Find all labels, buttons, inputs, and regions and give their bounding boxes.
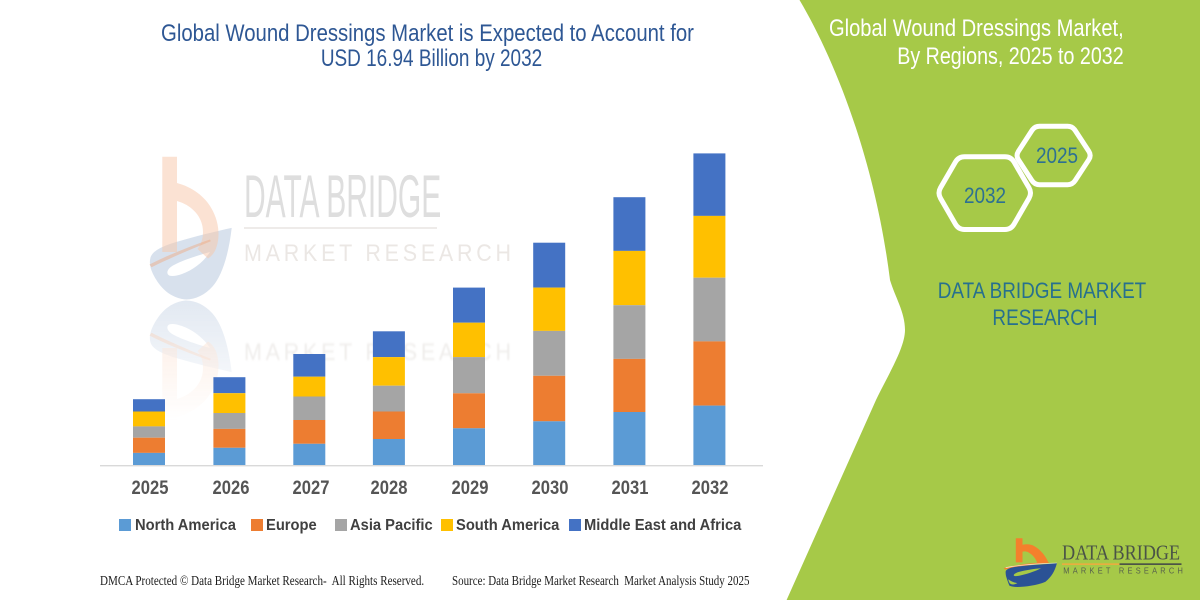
svg-text:DATA BRIDGE: DATA BRIDGE [1062, 541, 1180, 565]
svg-text:MARKET RESEARCH: MARKET RESEARCH [1063, 566, 1186, 576]
